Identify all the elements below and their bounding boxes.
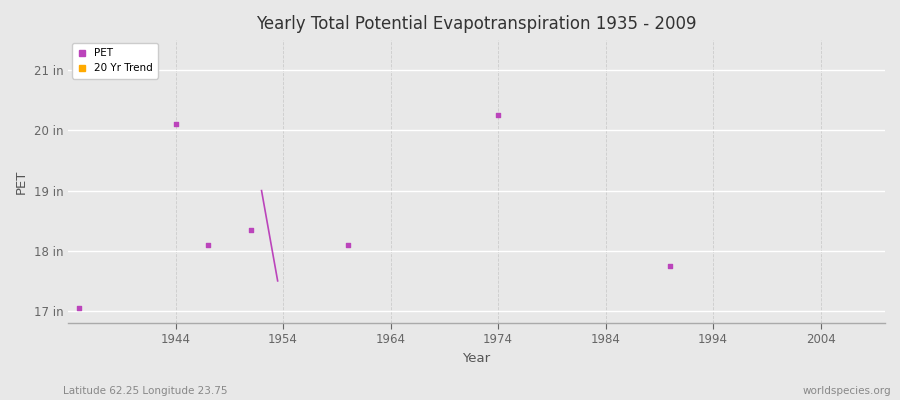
PET [244, 226, 258, 233]
Y-axis label: PET: PET [15, 169, 28, 194]
X-axis label: Year: Year [463, 352, 491, 365]
PET [168, 121, 183, 128]
PET [491, 112, 505, 118]
Title: Yearly Total Potential Evapotranspiration 1935 - 2009: Yearly Total Potential Evapotranspiratio… [256, 15, 697, 33]
PET [340, 242, 355, 248]
Text: Latitude 62.25 Longitude 23.75: Latitude 62.25 Longitude 23.75 [63, 386, 228, 396]
Text: worldspecies.org: worldspecies.org [803, 386, 891, 396]
Legend: PET, 20 Yr Trend: PET, 20 Yr Trend [72, 43, 158, 78]
PET [72, 305, 86, 311]
PET [201, 242, 215, 248]
PET [662, 263, 677, 269]
